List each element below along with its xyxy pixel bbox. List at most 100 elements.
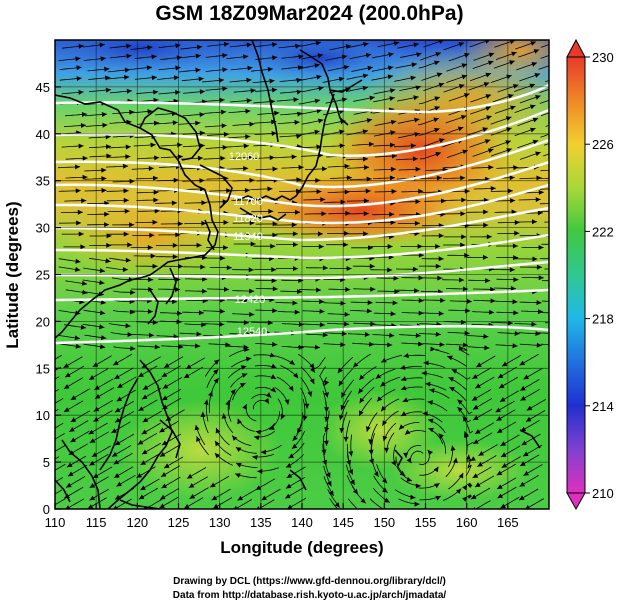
streamline-arrow [413,42,419,48]
streamline-arrow [536,175,542,181]
streamline-arrow [172,254,178,260]
streamline-arrow [389,332,395,338]
streamline-arrow [519,360,526,366]
streamline-arrow [101,176,107,182]
streamline-arrow [497,493,503,499]
streamline-arrow [436,175,442,181]
streamline-arrow [358,388,364,394]
streamline-arrow [438,311,444,316]
streamline-arrow [496,416,502,421]
streamline-arrow [288,453,294,459]
streamline-arrow [461,234,467,240]
streamline-arrow [215,427,221,434]
streamline-arrow [556,176,561,181]
streamline-arrow [510,105,516,111]
streamline-arrow [148,286,154,292]
x-tick-label: 110 [45,515,66,530]
streamline-arrow [337,367,343,374]
streamline-arrow [116,396,123,402]
streamline-arrow [245,108,251,114]
streamline-arrow [250,88,256,94]
streamline-arrow [510,285,516,291]
streamline-arrow [377,396,383,402]
streamline-arrow [243,54,249,60]
streamline-arrow [350,479,355,485]
streamline-arrow [457,399,463,405]
streamline-arrow [286,473,293,478]
streamline-arrow [126,53,132,59]
streamline-arrow [293,266,298,272]
streamline-arrow [89,483,96,488]
streamline [539,88,549,93]
streamline-arrow [358,509,364,514]
streamline-arrow [322,332,328,338]
streamline-arrow [319,299,325,305]
streamline-arrow [243,166,249,171]
streamline-arrow [344,189,350,195]
streamline-arrow [75,56,81,62]
streamline-arrow [159,503,165,509]
streamline-arrow [498,383,505,389]
streamline-arrow [254,435,260,441]
streamline-arrow [532,256,538,262]
streamline-arrow [76,76,82,81]
streamline-arrow [490,286,496,292]
streamline-arrow [255,429,262,435]
streamline-arrow [146,65,152,71]
streamline-arrow [272,308,278,314]
streamline-arrow [341,392,346,398]
streamline-arrow [44,430,50,435]
streamline-arrow [123,197,129,203]
streamline-arrow [461,197,467,203]
streamline-arrow [314,98,321,104]
streamline-arrow [343,436,349,442]
credit-data: Data from http://database.rish.kyoto-u.a… [172,590,447,601]
streamline-arrow [558,343,563,348]
contour-label: 11940 [233,231,263,243]
streamline-arrow [291,222,297,228]
streamline-arrow [438,40,445,44]
credit-drawing: Drawing by DCL (https://www.gfd-dennou.o… [173,576,446,587]
streamline-arrow [555,331,560,336]
streamline-arrow [368,141,374,147]
streamline-arrow [466,298,472,304]
streamline-arrow [68,471,74,477]
streamline-arrow [363,42,369,47]
streamline-arrow [294,119,300,125]
streamline-arrow [78,89,84,95]
streamline-arrow [449,387,455,392]
streamline-arrow [67,462,73,468]
streamline-arrow [532,117,539,123]
streamline-arrow [114,440,121,446]
streamline-arrow [137,439,144,445]
streamline-arrow [213,369,219,375]
coastlines [55,40,541,509]
streamline-arrow [405,429,411,435]
streamline-arrow [138,406,144,411]
streamline-arrow [269,155,275,161]
streamline-arrow [100,335,107,341]
streamline-arrow [78,231,84,237]
streamline-arrow [437,275,443,281]
streamline-arrow [485,278,491,284]
streamline-arrow [240,365,247,370]
streamline-arrow [243,143,249,149]
streamline-arrow [458,42,465,47]
streamline-arrow [415,166,421,172]
streamline-arrow [326,480,332,487]
streamline [55,498,66,506]
streamline-arrow [195,67,201,73]
streamline-arrow [471,494,477,500]
streamline-arrow [343,230,349,236]
streamline-arrow [529,104,536,110]
streamline-arrow [241,373,248,378]
streamline-arrow [161,483,167,489]
streamline-arrow [399,424,405,430]
streamline-arrow [154,208,160,214]
streamline-arrow [448,377,454,382]
streamline-arrow [153,97,159,103]
streamline-arrow [321,449,327,455]
streamline-arrow [272,42,278,48]
streamline-arrow [211,495,218,501]
streamline-arrow [224,286,229,292]
